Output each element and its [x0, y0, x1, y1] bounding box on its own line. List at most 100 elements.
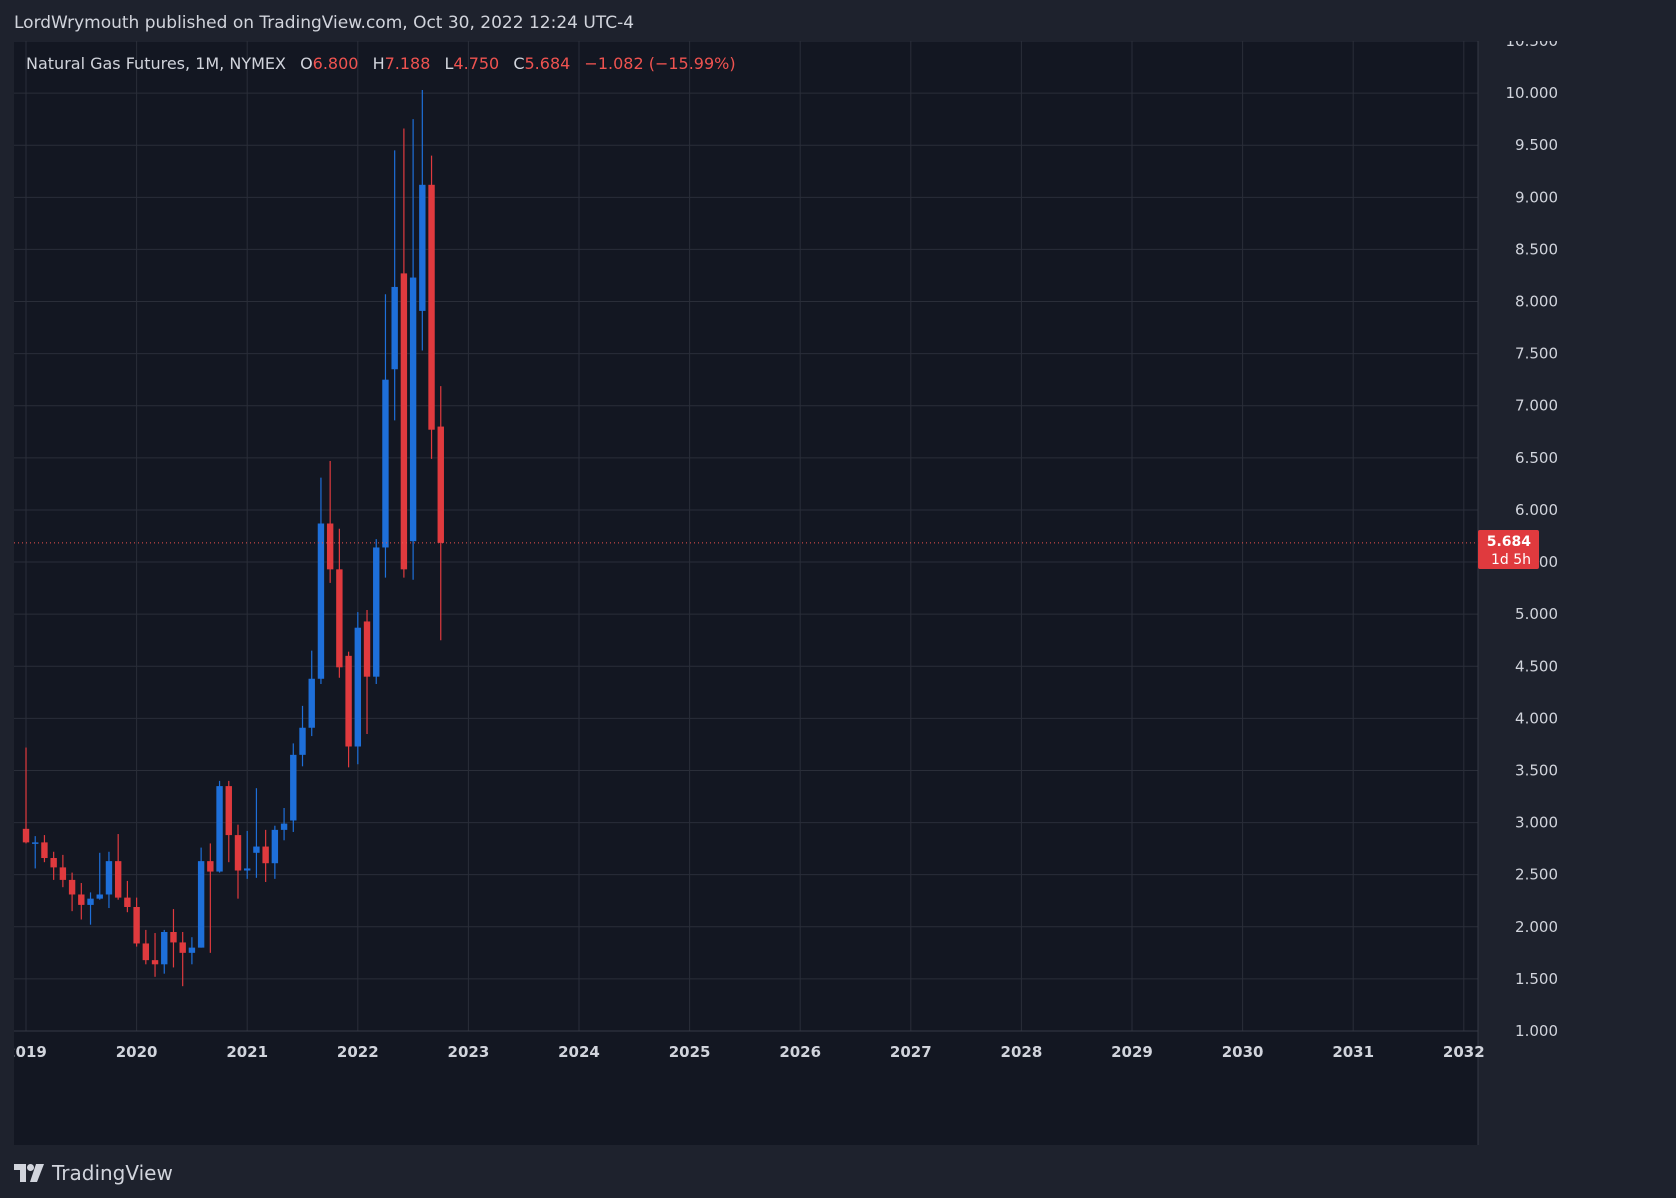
candle[interactable] — [114, 834, 122, 900]
chart-area[interactable]: 1.000 1.500 2.000 2.500 3.000 3.500 4.000 4.500… — [14, 41, 1578, 1145]
candle-body — [87, 898, 94, 905]
candle[interactable] — [207, 843, 214, 953]
candle[interactable] — [244, 830, 251, 879]
candle-body — [179, 942, 186, 953]
price-axis[interactable]: 1.000 1.500 2.000 2.500 3.000 3.500 4.000 4.500… — [1477, 41, 1558, 1145]
candle[interactable] — [133, 897, 140, 947]
tradingview-footer[interactable]: TradingView — [14, 1158, 173, 1188]
tradingview-logo-icon — [14, 1164, 44, 1182]
candle-body — [336, 569, 343, 668]
candle-body — [105, 861, 113, 895]
x-tick-label: 2023 — [448, 1043, 490, 1061]
candle[interactable] — [32, 836, 39, 869]
candle[interactable] — [216, 780, 223, 873]
candle[interactable] — [170, 909, 177, 968]
candle[interactable] — [299, 705, 306, 767]
candle[interactable] — [290, 743, 297, 832]
y-tick-label: 6.500 — [1515, 449, 1558, 467]
candle[interactable] — [151, 933, 159, 977]
candle[interactable] — [419, 89, 426, 351]
y-tick-label: 7.500 — [1515, 345, 1558, 363]
candle[interactable] — [59, 854, 67, 888]
candle[interactable] — [179, 932, 186, 987]
y-tick-label: 6.000 — [1515, 501, 1558, 519]
candle[interactable] — [345, 651, 352, 768]
candle-body — [317, 523, 325, 679]
candle[interactable] — [271, 825, 279, 879]
candle[interactable] — [253, 788, 260, 878]
legend-high-value: 7.188 — [384, 54, 431, 73]
candle[interactable] — [373, 539, 380, 684]
candle-body — [409, 277, 417, 542]
candle[interactable] — [280, 807, 288, 841]
candle[interactable] — [105, 851, 113, 909]
candle-body — [151, 960, 159, 965]
candle-body — [400, 273, 408, 570]
candle[interactable] — [161, 929, 168, 974]
candle-body — [345, 655, 352, 747]
candle-body — [363, 621, 371, 677]
legend-close-value: 5.684 — [524, 54, 571, 73]
candle[interactable] — [188, 937, 196, 965]
y-tick-label: 9.000 — [1515, 188, 1558, 206]
candle-body — [197, 861, 205, 948]
candle[interactable] — [78, 883, 85, 920]
time-axis[interactable]: 2019 2020 2021 2022 2023 2024 2025 2026 2027 2028… — [14, 1030, 1485, 1061]
candle[interactable] — [317, 477, 325, 684]
y-tick-label: 4.000 — [1515, 709, 1558, 727]
legend-open-value: 6.800 — [312, 54, 359, 73]
candle[interactable] — [50, 851, 57, 880]
candle[interactable] — [262, 829, 269, 882]
candle[interactable] — [142, 929, 150, 965]
candle[interactable] — [22, 747, 30, 844]
candle-body — [114, 861, 122, 898]
candle-body — [262, 846, 269, 864]
candle[interactable] — [41, 835, 48, 863]
candle-body — [290, 754, 297, 821]
x-tick-label: 2026 — [779, 1043, 821, 1061]
candle[interactable] — [336, 528, 343, 678]
y-tick-label: 8.000 — [1515, 293, 1558, 311]
x-tick-label: 2028 — [1001, 1043, 1043, 1061]
candle[interactable] — [308, 650, 315, 737]
candle[interactable] — [409, 119, 417, 580]
candle[interactable] — [68, 872, 76, 912]
candlestick-chart[interactable]: 1.000 1.500 2.000 2.500 3.000 3.500 4.000 4.500… — [14, 41, 1578, 1145]
candle[interactable] — [124, 880, 131, 913]
candle[interactable] — [437, 386, 444, 641]
candle[interactable] — [391, 150, 398, 421]
legend-symbol[interactable]: Natural Gas Futures, 1M, NYMEX — [26, 54, 286, 73]
candle[interactable] — [197, 847, 205, 948]
candle-body — [22, 828, 30, 843]
candle-body — [68, 879, 76, 895]
candle-body — [225, 786, 232, 836]
x-tick-label: 2025 — [669, 1043, 711, 1061]
y-tick-label: 3.500 — [1515, 761, 1558, 779]
legend-low-value: 4.750 — [453, 54, 500, 73]
candle[interactable] — [363, 609, 371, 734]
candle[interactable] — [96, 852, 103, 900]
candle[interactable] — [382, 294, 389, 578]
candle[interactable] — [400, 128, 408, 578]
candle-body — [124, 897, 131, 907]
candle[interactable] — [354, 612, 362, 765]
candle[interactable] — [428, 155, 435, 459]
candle-body — [188, 947, 196, 953]
last-price-badge: 5.684 1d 5h — [1478, 530, 1539, 569]
x-tick-label: 2030 — [1222, 1043, 1264, 1061]
y-tick-label: 8.500 — [1515, 240, 1558, 258]
last-price-badge-price: 5.684 — [1487, 534, 1532, 550]
candles[interactable] — [22, 89, 444, 987]
candle[interactable] — [225, 780, 232, 863]
candle[interactable] — [87, 892, 94, 925]
candle[interactable] — [234, 824, 242, 899]
y-tick-label: 5.000 — [1515, 605, 1558, 623]
published-by-header: LordWrymouth published on TradingView.co… — [14, 13, 635, 33]
candle-body — [253, 846, 260, 853]
y-tick-label: 3.000 — [1515, 814, 1558, 832]
legend-close-label: C — [513, 54, 525, 73]
last-price-badge-background — [1478, 530, 1539, 569]
candle[interactable] — [326, 460, 334, 583]
candle-body — [207, 861, 214, 872]
candle-body — [50, 858, 57, 868]
